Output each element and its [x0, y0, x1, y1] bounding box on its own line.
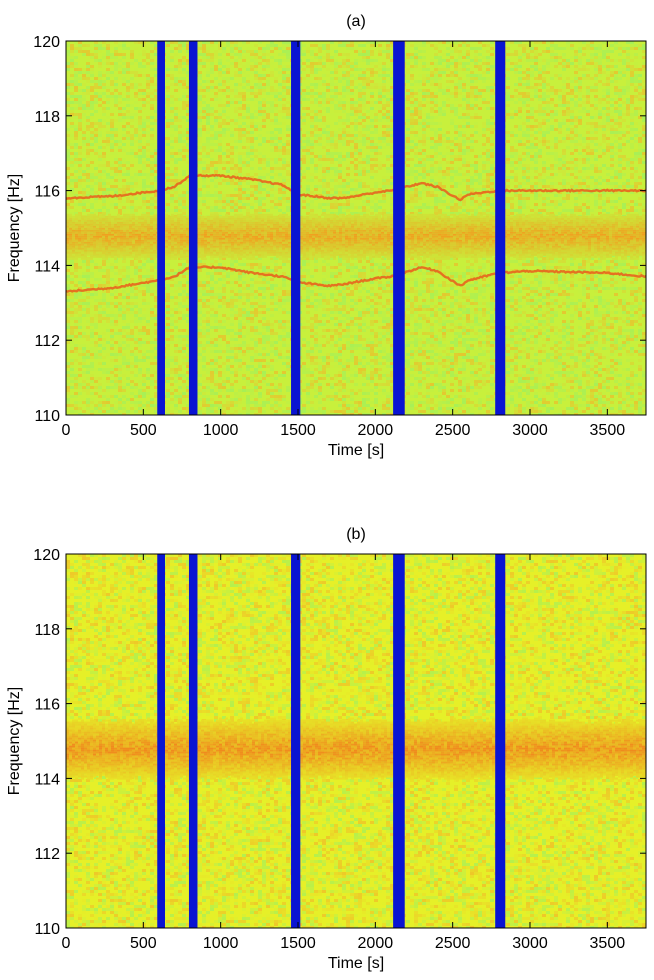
panel-a: 0 500 1000 1500 2000 2500 3000 3500 110 112 114 116… [6, 13, 647, 459]
x-tick-label: 2500 [435, 935, 471, 952]
x-tick-label: 3000 [512, 422, 548, 439]
data-gap-1 [188, 554, 198, 928]
panel-b: 0 500 1000 1500 2000 2500 3000 3500 110 112 114 116… [6, 526, 647, 972]
x-axis-label: Time [s] [328, 442, 384, 459]
x-tick-label: 500 [130, 422, 157, 439]
x-tick-label: 0 [62, 422, 71, 439]
panel-title: (a) [346, 13, 366, 30]
data-gap-1 [188, 41, 198, 415]
data-gap-4 [495, 41, 506, 415]
data-gap-3 [393, 554, 405, 928]
y-axis-label: Frequency [Hz] [6, 174, 23, 282]
y-tick-label: 112 [34, 846, 60, 863]
x-tick-label: 500 [130, 935, 157, 952]
heatmap-area [66, 41, 646, 415]
y-tick-label: 120 [33, 547, 60, 564]
data-gap-3 [393, 41, 405, 415]
x-tick-label: 1000 [203, 422, 239, 439]
y-axis-label: Frequency [Hz] [6, 687, 23, 795]
y-tick-label: 114 [34, 771, 60, 788]
x-tick-label: 2500 [435, 422, 471, 439]
y-tick-label: 116 [34, 184, 60, 201]
data-gap-0 [157, 554, 165, 928]
x-tick-label: 1500 [280, 422, 316, 439]
data-gap-2 [291, 554, 301, 928]
x-tick-label: 3000 [512, 935, 548, 952]
x-tick-label: 2000 [358, 422, 394, 439]
y-tick-label: 110 [34, 408, 60, 425]
plot-frame [65, 553, 647, 929]
data-gap-2 [291, 41, 301, 415]
x-tick-label: 0 [62, 935, 71, 952]
x-tick-label: 2000 [358, 935, 394, 952]
data-gap-4 [495, 554, 506, 928]
y-tick-label: 110 [34, 921, 60, 938]
x-tick-label: 3500 [590, 422, 626, 439]
central-band [66, 717, 646, 782]
x-tick-label: 3500 [590, 935, 626, 952]
x-tick-label: 1500 [280, 935, 316, 952]
y-tick-label: 120 [33, 34, 60, 51]
heatmap-area [66, 554, 646, 928]
y-tick-label: 112 [34, 333, 60, 350]
x-axis-label: Time [s] [328, 955, 384, 972]
y-tick-label: 118 [34, 622, 60, 639]
plot-frame [65, 40, 647, 416]
data-gap-0 [157, 41, 165, 415]
y-tick-label: 114 [34, 258, 60, 275]
heatmap-noise [66, 41, 646, 415]
y-tick-label: 118 [34, 109, 60, 126]
y-tick-label: 116 [34, 697, 60, 714]
central-band [66, 213, 646, 260]
x-tick-label: 1000 [203, 935, 239, 952]
panel-title: (b) [346, 526, 366, 543]
